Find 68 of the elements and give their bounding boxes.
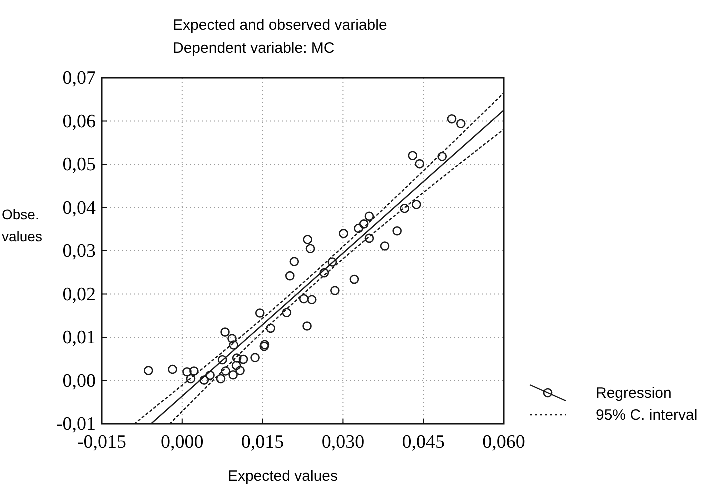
y-tick-label: 0,05 [62, 154, 96, 176]
point [144, 366, 154, 376]
legend-label: Regression [596, 385, 672, 402]
y-axis-title: Obse. values [2, 206, 42, 244]
y-tick-label: 0,01 [62, 328, 96, 348]
point [282, 308, 292, 318]
y-tick-label: -0,01 [56, 414, 96, 435]
x-tick-label: 0,015 [241, 432, 284, 453]
x-tick-label: -0,015 [77, 432, 127, 453]
legend-label: 95% C. interval [596, 407, 698, 424]
point [447, 114, 457, 124]
point [220, 328, 230, 337]
point [216, 374, 226, 384]
point [221, 366, 230, 376]
point [182, 367, 192, 377]
point [218, 355, 228, 365]
chart-title: Expected and observed variable [173, 17, 388, 34]
point [232, 360, 242, 370]
point [350, 274, 360, 284]
point [236, 366, 245, 376]
point [255, 308, 265, 318]
point [303, 235, 312, 244]
chart-subtitle: Dependent variable: MC [173, 40, 335, 57]
y-tick-label: 0,02 [62, 284, 96, 306]
point [412, 200, 422, 210]
point [320, 268, 330, 278]
point [290, 257, 300, 266]
point [415, 159, 424, 169]
point [364, 234, 374, 244]
y-tick-label: 0,03 [62, 241, 96, 262]
y-tick-label: 0,06 [62, 111, 96, 132]
point [364, 212, 374, 222]
point [228, 370, 238, 380]
x-tick-label: 0,000 [161, 432, 204, 453]
point [307, 295, 317, 305]
point [328, 258, 338, 267]
point [330, 286, 340, 296]
point [190, 366, 199, 376]
point [400, 204, 410, 214]
x-tick-label: 0,045 [402, 432, 445, 453]
x-tick-label: 0,030 [322, 432, 365, 453]
point [339, 229, 348, 238]
point [266, 324, 276, 334]
point [354, 224, 364, 234]
point [200, 376, 210, 385]
x-axis-title: Expected values [228, 468, 338, 485]
point [302, 322, 312, 331]
point [306, 244, 316, 254]
point [232, 354, 242, 363]
point [250, 353, 260, 362]
point [206, 370, 215, 380]
y-tick-label: 0,04 [62, 198, 96, 219]
point [238, 354, 248, 364]
point [186, 374, 196, 384]
point [438, 152, 448, 162]
point [456, 119, 466, 128]
y-tick-label: 0,07 [62, 68, 96, 89]
point [229, 340, 239, 350]
point [285, 271, 295, 281]
point [359, 220, 369, 229]
point [228, 334, 237, 344]
x-tick-label: 0,060 [482, 432, 526, 453]
y-tick-label: 0,00 [62, 370, 96, 392]
point [299, 294, 309, 304]
point [392, 226, 402, 236]
point [408, 151, 418, 160]
point [168, 364, 178, 374]
point [380, 242, 390, 251]
